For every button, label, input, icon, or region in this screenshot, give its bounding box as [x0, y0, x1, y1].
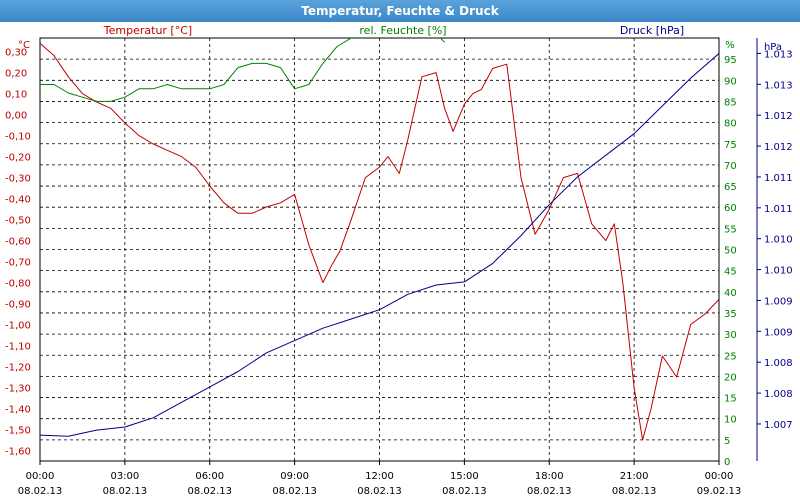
y-tick-temperature: 0,20	[5, 69, 27, 80]
y-tick-temperature: -1,00	[5, 321, 31, 332]
y-tick-humidity: 80	[724, 119, 737, 130]
y-tick-temperature: 0,10	[5, 90, 27, 101]
y-tick-humidity: 70	[724, 161, 737, 172]
y-tick-pressure: 1.009	[764, 296, 793, 307]
x-tick-time: 00:00	[26, 471, 55, 482]
y-tick-pressure: 1.010	[764, 266, 793, 277]
y-tick-temperature: -0,40	[5, 195, 31, 206]
x-tick-date: 08.02.13	[442, 486, 487, 497]
y-tick-pressure: 1.012	[764, 111, 793, 122]
y-tick-temperature: 0,00	[5, 111, 27, 122]
y-tick-humidity: 60	[724, 203, 737, 214]
x-tick-date: 08.02.13	[527, 486, 572, 497]
y-tick-humidity: 75	[724, 140, 737, 151]
x-tick-date: 08.02.13	[612, 486, 657, 497]
x-tick-time: 06:00	[195, 471, 224, 482]
y-tick-humidity: 50	[724, 246, 737, 257]
y-tick-humidity: 5	[724, 436, 730, 447]
y-tick-humidity: 55	[724, 224, 737, 235]
y-tick-temperature: -1,50	[5, 426, 31, 437]
y-tick-humidity: 25	[724, 351, 737, 362]
y-tick-temperature: -1,20	[5, 363, 31, 374]
x-tick-time: 09:00	[280, 471, 309, 482]
y-tick-pressure: 1.007	[764, 420, 793, 431]
axis-title-pressure: Druck [hPa]	[620, 24, 684, 37]
y-unit-pressure: hPa	[764, 42, 782, 53]
y-tick-humidity: 30	[724, 330, 737, 341]
y-tick-humidity: 90	[724, 76, 737, 87]
x-tick-time: 15:00	[450, 471, 479, 482]
y-tick-humidity: 40	[724, 288, 737, 299]
x-tick-date: 08.02.13	[103, 486, 148, 497]
x-tick-date: 08.02.13	[18, 486, 63, 497]
y-tick-temperature: -0,10	[5, 132, 31, 143]
axis-title-temperature: Temperatur [°C]	[103, 24, 192, 37]
y-tick-humidity: 35	[724, 309, 737, 320]
y-tick-temperature: -0,60	[5, 237, 31, 248]
y-tick-temperature: -1,40	[5, 405, 31, 416]
y-tick-humidity: 10	[724, 415, 737, 426]
y-tick-temperature: -0,70	[5, 258, 31, 269]
x-tick-time: 00:00	[705, 471, 734, 482]
axis-title-humidity: rel. Feuchte [%]	[359, 24, 446, 37]
series-line-pressure	[40, 53, 719, 437]
y-tick-pressure: 1.013	[764, 80, 793, 91]
y-tick-humidity: 45	[724, 267, 737, 278]
window-title: Temperatur, Feuchte & Druck	[0, 0, 800, 22]
y-tick-pressure: 1.011	[764, 204, 793, 215]
y-tick-temperature: -0,90	[5, 300, 31, 311]
y-tick-temperature: -0,80	[5, 279, 31, 290]
y-tick-temperature: -0,30	[5, 174, 31, 185]
y-tick-pressure: 1.009	[764, 327, 793, 338]
y-unit-humidity: %	[725, 40, 735, 51]
y-tick-humidity: 20	[724, 372, 737, 383]
y-tick-pressure: 1.010	[764, 235, 793, 246]
y-tick-humidity: 65	[724, 182, 737, 193]
y-tick-temperature: -1,60	[5, 447, 31, 458]
y-tick-pressure: 1.012	[764, 142, 793, 153]
y-tick-humidity: 95	[724, 55, 737, 66]
y-tick-temperature: -1,10	[5, 342, 31, 353]
y-tick-humidity: 0	[724, 457, 730, 468]
series-line-humidity	[40, 38, 445, 102]
x-tick-date: 08.02.13	[187, 486, 232, 497]
y-tick-pressure: 1.008	[764, 389, 793, 400]
y-tick-pressure: 1.008	[764, 358, 793, 369]
x-tick-date: 08.02.13	[357, 486, 402, 497]
y-tick-temperature: -0,20	[5, 153, 31, 164]
y-tick-temperature: 0,30	[5, 48, 27, 59]
x-tick-time: 03:00	[110, 471, 139, 482]
x-tick-date: 08.02.13	[272, 486, 317, 497]
y-tick-pressure: 1.013	[764, 49, 793, 60]
y-tick-humidity: 85	[724, 97, 737, 108]
x-tick-time: 12:00	[365, 471, 394, 482]
y-tick-temperature: -1,30	[5, 384, 31, 395]
y-tick-temperature: -0,50	[5, 216, 31, 227]
y-tick-humidity: 15	[724, 394, 737, 405]
series-line-temperature	[40, 42, 719, 441]
x-tick-date: 09.02.13	[697, 486, 742, 497]
y-tick-pressure: 1.011	[764, 173, 793, 184]
x-tick-time: 18:00	[535, 471, 564, 482]
y-unit-temperature: °C	[18, 40, 30, 51]
x-tick-time: 21:00	[620, 471, 649, 482]
